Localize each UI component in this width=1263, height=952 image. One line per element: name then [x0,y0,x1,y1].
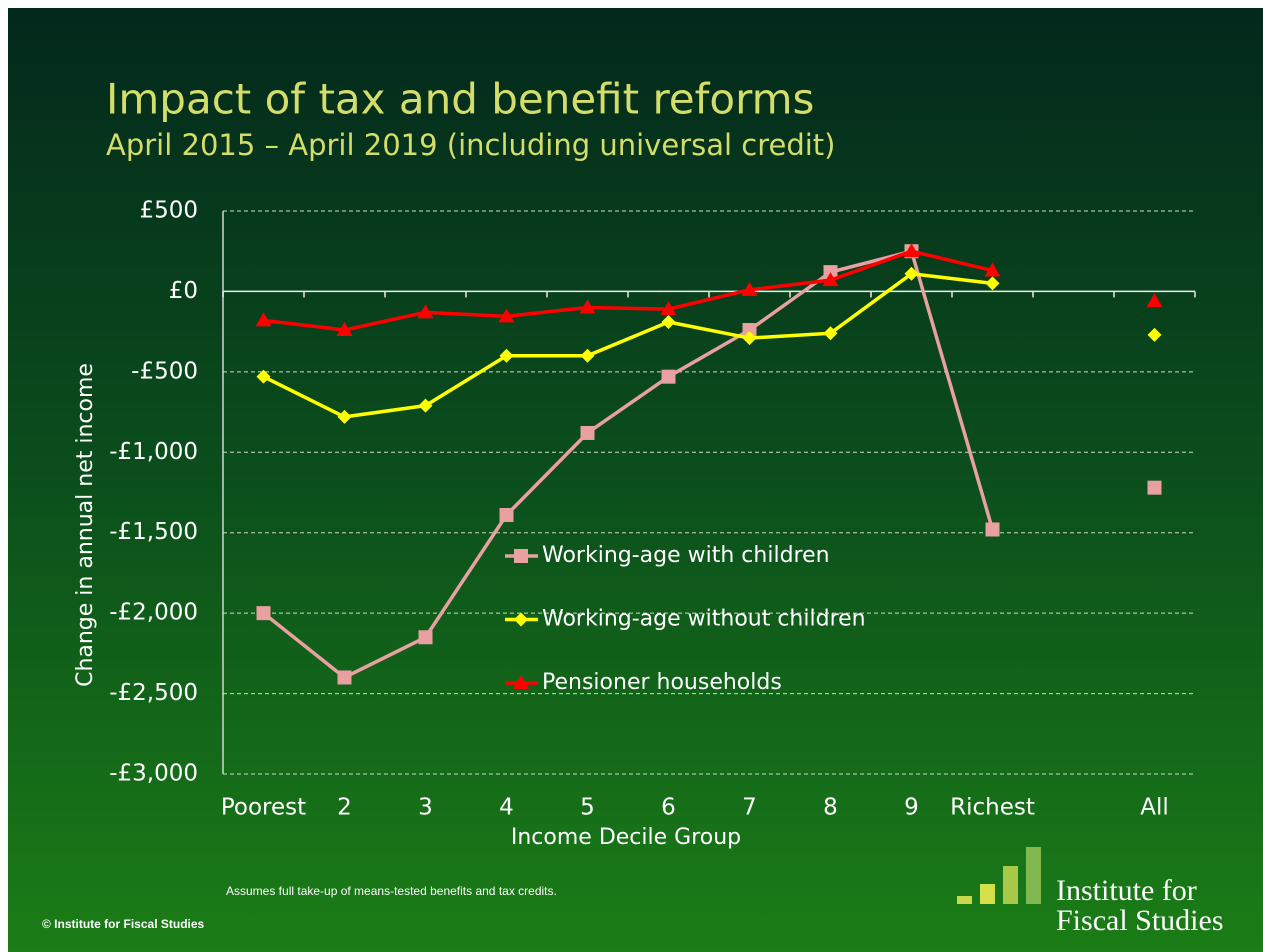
y-tick-label: -£2,000 [109,600,198,626]
x-axis-label: Income Decile Group [511,825,741,850]
point [1147,327,1162,342]
legend-label: Working-age without children [542,607,866,632]
x-tick-label: Poorest [221,795,306,821]
legend-label: Pensioner households [542,670,782,695]
x-tick-label: 7 [742,795,757,821]
point [823,265,838,280]
point [661,314,676,329]
x-tick-label: 8 [823,795,838,821]
point [579,299,596,314]
point [337,670,352,685]
point [499,508,514,523]
point [660,301,677,316]
y-axis-label: Change in annual net income [73,363,98,687]
logo-bar [1026,847,1041,904]
x-tick-label: 3 [418,795,433,821]
x-tick-label: 4 [499,795,514,821]
point [580,425,595,440]
point [256,369,271,384]
legend-marker [514,612,528,627]
x-tick-label: 2 [337,795,352,821]
footnote: Assumes full take-up of means-tested ben… [226,884,557,898]
y-tick-label: -£1,500 [109,519,198,545]
point [741,281,758,296]
logo-text: Institute for [1056,874,1197,907]
y-tick-label: -£500 [131,358,198,384]
chart-title: Impact of tax and benefit reforms [106,75,814,124]
y-tick-label: -£2,500 [109,680,198,706]
y-tick-label: £0 [169,278,198,304]
point [418,398,433,413]
point [417,304,434,319]
y-tick-label: -£1,000 [109,439,198,465]
point [904,266,919,281]
point [418,630,433,645]
point [256,606,271,621]
legend-marker [513,675,529,689]
point [903,243,920,258]
x-tick-label: 5 [580,795,595,821]
point [984,262,1001,277]
background [8,8,1263,952]
logo-text: Fiscal Studies [1056,904,1224,937]
point [985,522,1000,537]
x-tick-label: 9 [904,795,919,821]
logo-bar [957,896,972,904]
point [1147,480,1162,495]
point [742,323,757,338]
logo-bar [980,884,995,904]
copyright: © Institute for Fiscal Studies [42,917,205,931]
y-tick-label: £500 [139,198,198,224]
logo-bars [957,847,1041,904]
x-tick-label: Richest [950,795,1035,821]
legend-label: Working-age with children [542,543,830,568]
chart-subtitle: April 2015 – April 2019 (including unive… [106,128,836,162]
point [337,409,352,424]
point [499,348,514,363]
point [823,326,838,341]
point [661,369,676,384]
point [580,348,595,363]
point [985,276,1000,291]
point [498,308,515,323]
x-tick-label: 6 [661,795,676,821]
point [822,272,839,287]
legend-marker [514,549,528,563]
y-tick-label: -£3,000 [109,761,198,787]
x-tick-label: All [1140,795,1169,821]
point [742,331,757,346]
point [1146,293,1163,308]
logo-bar [1003,866,1018,904]
point [336,322,353,337]
point [255,312,272,327]
